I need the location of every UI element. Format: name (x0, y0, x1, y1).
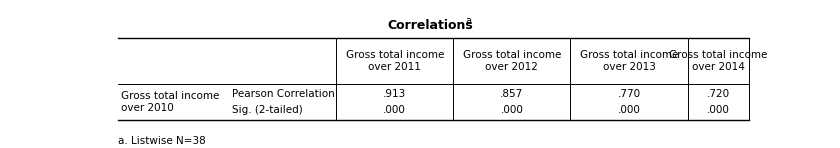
Text: Correlations: Correlations (387, 19, 474, 32)
Text: .770: .770 (617, 89, 641, 99)
Text: .000: .000 (617, 105, 640, 115)
Text: Gross total income
over 2010: Gross total income over 2010 (121, 91, 219, 113)
Text: a: a (465, 16, 471, 26)
Text: Gross total income
over 2014: Gross total income over 2014 (669, 50, 768, 72)
Text: .857: .857 (501, 89, 523, 99)
Text: Gross total income
over 2013: Gross total income over 2013 (580, 50, 678, 72)
Text: Gross total income
over 2012: Gross total income over 2012 (463, 50, 561, 72)
Text: a. Listwise N=38: a. Listwise N=38 (118, 136, 206, 146)
Text: .720: .720 (707, 89, 730, 99)
Text: Pearson Correlation: Pearson Correlation (232, 89, 334, 99)
Text: .000: .000 (501, 105, 523, 115)
Text: Sig. (2-tailed): Sig. (2-tailed) (232, 105, 302, 115)
Text: .000: .000 (707, 105, 730, 115)
Text: .913: .913 (383, 89, 407, 99)
Text: Gross total income
over 2011: Gross total income over 2011 (345, 50, 444, 72)
Text: .000: .000 (383, 105, 406, 115)
